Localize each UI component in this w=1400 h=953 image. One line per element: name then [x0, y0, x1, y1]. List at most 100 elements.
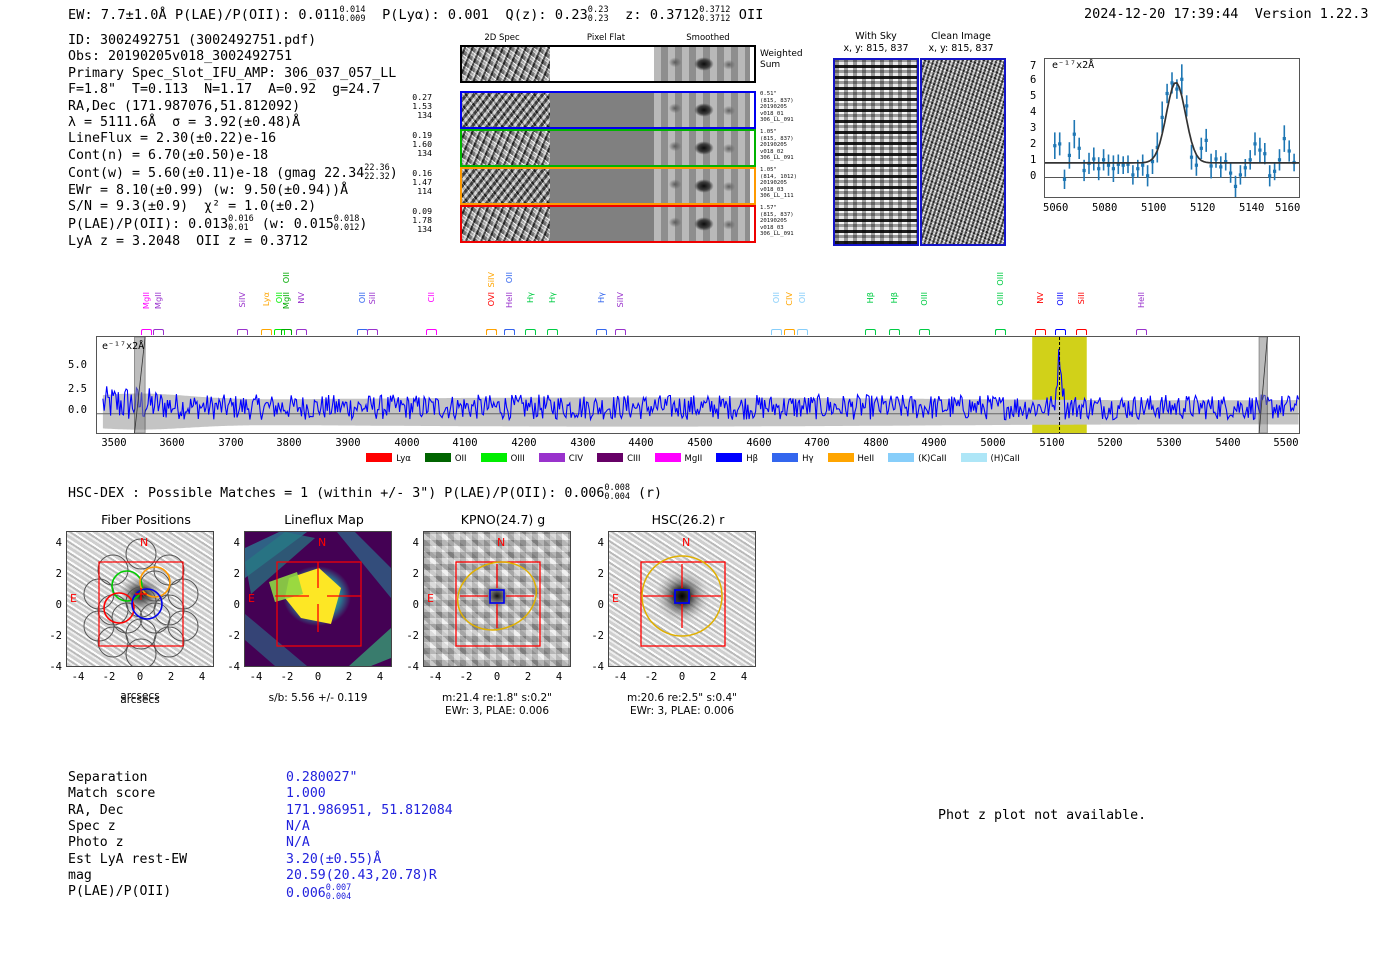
- header-z-suffix: OII: [738, 7, 764, 23]
- spectrum-line-tick: [796, 329, 808, 335]
- legend-swatch: [366, 453, 393, 462]
- info-id: ID: 3002492751 (3002492751.pdf): [68, 33, 317, 48]
- spectrum-xtick: 4000: [394, 437, 420, 449]
- fiber-amp: 306_LL_091: [760, 155, 794, 162]
- spectrum-line-tick: [889, 329, 901, 335]
- match-table-key: Spec z: [68, 818, 116, 834]
- spectrum-ytick: 2.5: [68, 383, 87, 395]
- spectrum-xtick: 4500: [687, 437, 713, 449]
- fiber-date: 20190205: [760, 104, 787, 111]
- spectrum-line-tick: [1034, 329, 1046, 335]
- spectrum-line-label: OVI: [486, 292, 496, 307]
- info-radec: RA,Dec (171.987076,51.812092): [68, 98, 301, 114]
- fiber-left-labels: 0.27 1.53 134: [402, 92, 432, 121]
- legend-item: Hβ: [716, 453, 758, 464]
- legend-item: Lyα: [366, 453, 411, 464]
- hscdex-frac: 0.008 0.004: [604, 484, 630, 502]
- info-seeing: F=1.8" T=0.113 N=1.17 A=0.92 g=24.7: [68, 82, 381, 98]
- spectrum-line-label: OII: [771, 292, 781, 304]
- spectrum-line-tick: [771, 329, 782, 335]
- kpno-g-image: [423, 531, 571, 667]
- match-table-value: N/A: [286, 818, 310, 834]
- info-plae-lo: 0.01: [228, 223, 249, 234]
- header-summary-prefix: EW: 7.7±1.0Å P(LAE)/P(OII): 0.011: [68, 7, 340, 23]
- spectrum-line-label: SiIV: [236, 292, 247, 308]
- spectrum-line-tick: [524, 329, 536, 335]
- eplot-ytick: 7: [1030, 60, 1037, 72]
- full-spectrum-plot: [96, 336, 1300, 434]
- spectrum-xtick: 3600: [159, 437, 185, 449]
- with-sky-title: With Sky: [855, 31, 897, 42]
- spec2d-col-header-smoothed: Smoothed: [686, 33, 730, 43]
- fiber-expo: v018_03: [760, 186, 784, 193]
- timestamp: 2024-12-20 17:39:44: [1084, 6, 1239, 22]
- info-cont-n: Cont(n) = 6.70(±0.50)e-18: [68, 147, 269, 163]
- info-obs: Obs: 20190205v018_3002492751: [68, 49, 293, 65]
- panel-ytick: -2: [49, 630, 62, 642]
- spectrum-xtick: 3500: [101, 437, 127, 449]
- header-plya: P(Lyα): 0.001: [382, 7, 490, 23]
- spectrum-line-label: OII: [503, 272, 514, 284]
- match-table-value: 20.59(20.43,20.78)R: [286, 867, 437, 883]
- legend-item: HeII: [827, 453, 874, 464]
- info-sn: S/N = 9.3(±0.9) χ² = 1.0(±0.2): [68, 199, 317, 215]
- spectrum-line-label: Hγ: [596, 292, 607, 304]
- panel-xtick: 0: [136, 671, 144, 683]
- hsc-r-overlay: [640, 555, 726, 647]
- spectrum-line-label: NV: [296, 292, 306, 304]
- panel-xtick: 4: [740, 671, 748, 683]
- spectrum-line-label: Hγ: [547, 292, 557, 304]
- legend-swatch: [597, 453, 624, 462]
- spectrum-xtick: 4700: [804, 437, 830, 449]
- lineflux-map-image: [244, 531, 392, 667]
- fiber-date: 20190205: [760, 142, 787, 149]
- spectrum-xticks: 3500 3600 3700 3800 3900 4000 4100 4200 4300 4400…: [0, 437, 1400, 453]
- legend-item: OII: [424, 453, 467, 464]
- spectrum-xtick: 4100: [452, 437, 478, 449]
- fiber-num: 134: [417, 110, 432, 121]
- spectrum-line-label: MgII: [153, 292, 163, 310]
- match-table-value: 3.20(±0.55)Å: [286, 851, 382, 867]
- photz-note: Phot z plot not available.: [938, 808, 1147, 823]
- eplot-ytick: 5: [1030, 90, 1037, 102]
- hscdex-plae-lo: 0.004: [604, 492, 630, 502]
- spectrum-xtick: 3700: [218, 437, 244, 449]
- legend-swatch: [538, 453, 565, 462]
- weighted-sum-label: Weighted Sum: [760, 49, 803, 70]
- eplot-ytick: 1: [1030, 154, 1037, 166]
- gmag-lo: 22.32: [364, 172, 390, 183]
- legend-swatch: [716, 453, 743, 462]
- spectrum-line-tick: [281, 329, 293, 335]
- panel-caption-kpno-g: m:21.4 re:1.8" s:0.2": [442, 692, 552, 704]
- spectrum-line-label: SiIV: [615, 292, 625, 308]
- fiber-right-labels: 1.57" (815, 837) 20190205 v018_03 306_LL…: [760, 205, 794, 238]
- panel-xtick: 0: [314, 671, 322, 683]
- spectrum-xtick: 5400: [1215, 437, 1241, 449]
- spectrum-xtick: 3800: [276, 437, 302, 449]
- spectrum-line-label: Lyα: [260, 292, 271, 307]
- fiber-left-labels: 0.09 1.78 134: [402, 206, 432, 235]
- emission-line-svg: [1045, 64, 1299, 197]
- header-z-frac: 0.3712 0.3712: [699, 6, 730, 24]
- header-timestamp-block: 2024-12-20 17:39:44 Version 1.22.3: [1084, 6, 1369, 22]
- spectrum-line-tick: [260, 329, 272, 335]
- info-plae: P(LAE)/P(OII): 0.0130.016 0.01 (w: 0.0150…: [68, 215, 398, 233]
- match-table-key: Photo z: [68, 835, 124, 851]
- spec2d-col-header-pixelflat: Pixel Flat: [586, 33, 626, 43]
- panel-xtick: 4: [555, 671, 563, 683]
- fiber-dist: 1.47: [412, 177, 432, 188]
- gmag-hi: 22.36: [364, 163, 390, 174]
- info-plae-hi: 0.016: [228, 214, 254, 225]
- plae-hi: 0.014: [339, 5, 366, 15]
- compass-east-label: E: [248, 592, 255, 605]
- panel-ytick: 0: [55, 599, 62, 611]
- panel-xtick: 4: [198, 671, 206, 683]
- panel-xtick: -4: [428, 671, 442, 683]
- spec2d-fiber-row: [460, 129, 756, 167]
- header-summary: EW: 7.7±1.0Å P(LAE)/P(OII): 0.0110.014 0.…: [68, 6, 763, 24]
- panel-ytick: 2: [233, 568, 240, 580]
- spectrum-line-label: CII: [426, 292, 437, 303]
- info-primary-spec: Primary Spec_Slot_IFU_AMP: 306_037_057_L…: [68, 65, 397, 81]
- header-qz-frac: 0.23 0.23: [588, 6, 609, 24]
- fiber-dist: 1.60: [412, 139, 432, 150]
